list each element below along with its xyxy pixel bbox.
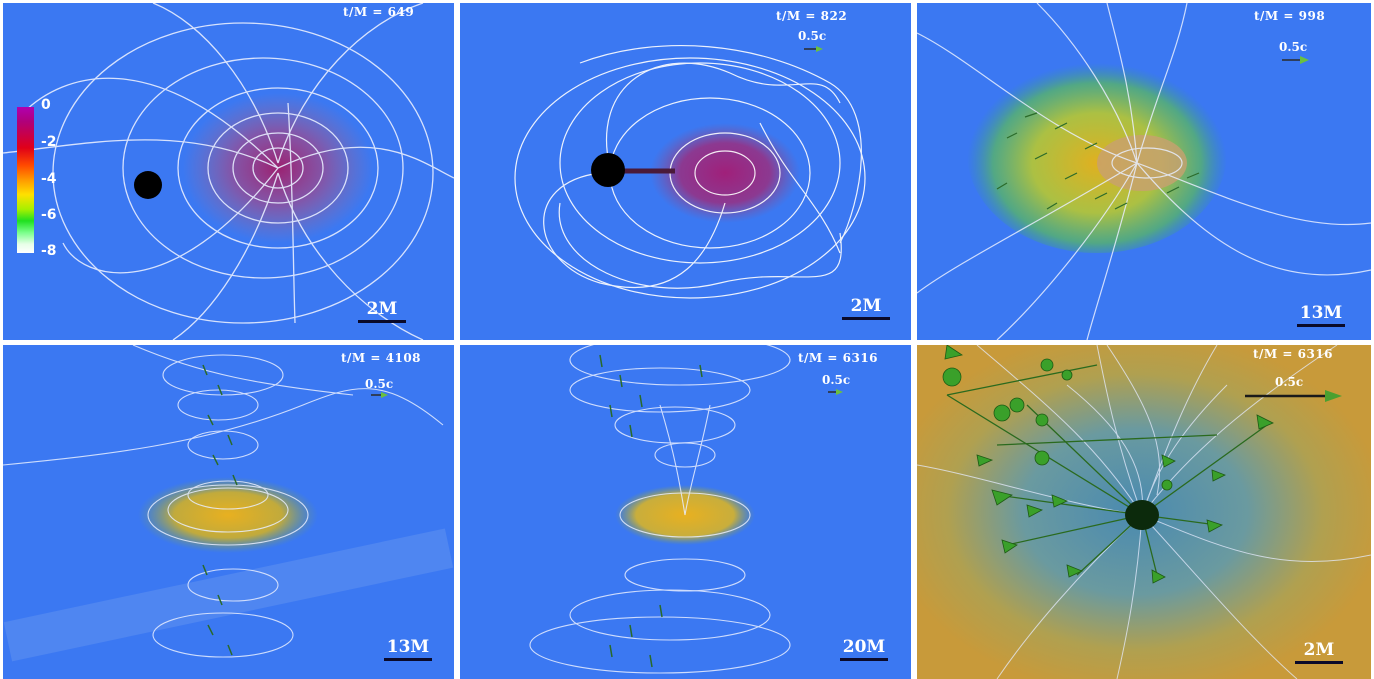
panel-6: t/M = 6316 0.5c 2M xyxy=(917,345,1371,679)
colorbar-tick: -6 xyxy=(41,207,57,223)
colorbar-tick: -4 xyxy=(41,171,57,187)
velocity-arrow-icon xyxy=(804,46,823,52)
panel-5-image xyxy=(460,345,911,679)
panel-3-image xyxy=(917,3,1371,340)
time-label: t/M = 6316 xyxy=(798,351,879,365)
scale-label: 2M xyxy=(850,296,882,316)
panel-1: 0 -2 -4 -6 -8 t/M = 649 2M xyxy=(3,3,454,340)
scale-bar: 2M xyxy=(842,296,890,320)
panel-4: t/M = 4108 0.5c 13M xyxy=(3,345,454,679)
velocity-label: 0.5c xyxy=(798,29,827,43)
velocity-label: 0.5c xyxy=(1275,375,1304,389)
velocity-arrow-icon xyxy=(1282,56,1309,64)
panel-2-image xyxy=(460,3,911,340)
time-label: t/M = 822 xyxy=(776,9,848,23)
panel-5: t/M = 6316 0.5c 20M xyxy=(460,345,911,679)
colorbar xyxy=(17,107,34,253)
time-label: t/M = 4108 xyxy=(341,351,422,365)
scale-bar: 2M xyxy=(358,299,406,323)
scale-label: 2M xyxy=(1303,640,1335,660)
scale-bar: 20M xyxy=(840,637,888,661)
scale-label: 13M xyxy=(1299,303,1343,323)
scale-label: 13M xyxy=(386,637,430,657)
velocity-label: 0.5c xyxy=(365,377,394,391)
panel-4-image xyxy=(3,345,454,679)
scale-label: 20M xyxy=(842,637,886,657)
scale-bar: 13M xyxy=(384,637,432,661)
velocity-arrow-icon xyxy=(1245,390,1342,402)
scale-bar: 13M xyxy=(1297,303,1345,327)
time-label: t/M = 649 xyxy=(343,5,415,19)
colorbar-tick: 0 xyxy=(41,97,51,113)
panel-1-image xyxy=(3,3,454,340)
panel-2: t/M = 822 0.5c 2M xyxy=(460,3,911,340)
time-label: t/M = 998 xyxy=(1254,9,1326,23)
panel-3: t/M = 998 0.5c 13M xyxy=(917,3,1371,340)
scale-bar: 2M xyxy=(1295,640,1343,664)
velocity-label: 0.5c xyxy=(1279,40,1308,54)
scale-label: 2M xyxy=(366,299,398,319)
velocity-arrow-icon xyxy=(828,389,843,395)
time-label: t/M = 6316 xyxy=(1253,347,1334,361)
velocity-label: 0.5c xyxy=(822,373,851,387)
colorbar-tick: -2 xyxy=(41,134,57,150)
colorbar-tick: -8 xyxy=(41,243,57,259)
panel-6-image xyxy=(917,345,1371,679)
velocity-arrow-icon xyxy=(371,392,388,398)
